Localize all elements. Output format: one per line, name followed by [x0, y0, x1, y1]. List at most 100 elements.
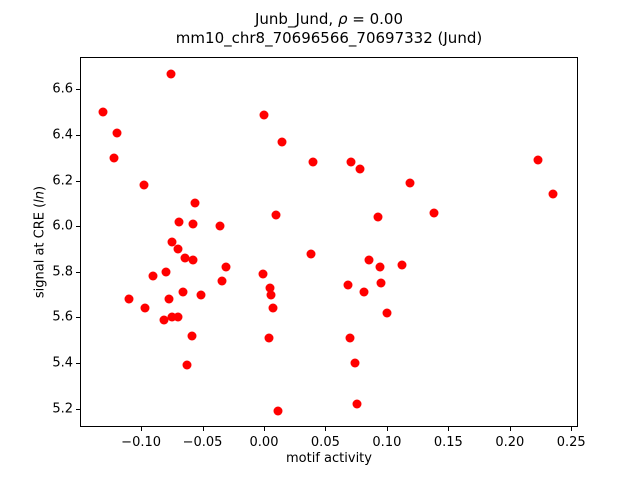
y-tick-mark [76, 271, 80, 273]
x-axis-label-text: motif activity [286, 451, 372, 466]
scatter-point [265, 283, 275, 293]
scatter-point [196, 290, 206, 300]
scatter-point [343, 280, 353, 290]
x-tick-label: −0.10 [121, 435, 162, 450]
scatter-point [308, 157, 318, 167]
y-tick-mark [76, 226, 80, 228]
x-axis-label: motif activity [80, 451, 578, 466]
x-tick-label: 0.05 [310, 435, 340, 450]
scatter-point [221, 262, 231, 272]
scatter-point [164, 294, 174, 304]
scatter-point [159, 315, 169, 325]
scatter-point [258, 269, 268, 279]
y-tick-mark [76, 180, 80, 182]
axes-frame [80, 57, 578, 427]
scatter-point [375, 262, 384, 272]
x-tick-mark [264, 427, 265, 431]
scatter-point [271, 210, 281, 220]
scatter-point [148, 271, 158, 281]
scatter-point [259, 110, 269, 119]
scatter-point [306, 249, 316, 258]
x-tick-label: 0.00 [249, 435, 279, 450]
scatter-point [215, 221, 225, 231]
x-tick-label: 0.25 [556, 435, 586, 450]
y-tick-label: 5.2 [52, 401, 73, 416]
y-axis-label-prefix: signal at CRE ( [32, 202, 48, 299]
scatter-point [112, 128, 121, 138]
scatter-point [429, 208, 439, 217]
scatter-point [277, 137, 287, 147]
y-tick-label: 6.0 [52, 218, 73, 234]
scatter-point [268, 303, 278, 313]
scatter-point [167, 237, 177, 247]
scatter-point [188, 255, 198, 265]
y-tick-mark [76, 89, 80, 91]
x-tick-label: 0.10 [372, 435, 402, 450]
scatter-point [166, 69, 176, 78]
scatter-point [98, 107, 108, 117]
x-tick-label: −0.05 [182, 435, 223, 450]
y-tick-mark [76, 135, 80, 136]
scatter-point [352, 399, 362, 409]
scatter-point [178, 287, 188, 297]
scatter-point [174, 217, 184, 227]
title-rho-symbol: ρ [337, 10, 348, 28]
x-tick-label: 0.15 [433, 435, 463, 450]
scatter-point [180, 253, 190, 263]
scatter-point [364, 255, 373, 265]
scatter-point [373, 212, 383, 222]
x-tick-mark [386, 427, 388, 431]
y-axis-label: signal at CRE (ln) [33, 186, 48, 298]
x-tick-mark [202, 427, 204, 431]
x-tick-mark [325, 427, 327, 431]
scatter-point [346, 157, 356, 167]
scatter-point [124, 294, 134, 304]
title-correlation-value: = 0.00 [347, 10, 403, 28]
title-text-prefix: Junb_Jund, [254, 10, 338, 28]
scatter-point [533, 155, 543, 165]
plot-title-line1: Junb_Jund, ρ = 0.00 [80, 10, 578, 29]
scatter-point [376, 278, 386, 288]
scatter-point [217, 276, 227, 286]
x-tick-mark [141, 427, 143, 431]
scatter-point [355, 164, 365, 174]
scatter-point [140, 303, 150, 313]
scatter-point [188, 219, 198, 229]
y-tick-label: 5.4 [52, 355, 73, 371]
x-tick-mark [509, 427, 511, 431]
y-tick-label: 5.8 [52, 264, 73, 280]
scatter-point [173, 244, 183, 254]
scatter-point [405, 178, 415, 188]
y-tick-label: 6.4 [52, 127, 73, 143]
scatter-point [139, 180, 148, 190]
scatter-point [382, 308, 392, 318]
scatter-point [359, 287, 368, 297]
scatter-point [190, 198, 200, 208]
y-tick-label: 6.2 [52, 173, 73, 189]
scatter-point [350, 358, 360, 368]
y-axis-label-suffix: ) [32, 185, 48, 191]
plot-subtitle-region-id: mm10_chr8_70696566_70697332 (Jund) [175, 29, 483, 47]
scatter-point [161, 267, 171, 277]
x-tick-label: 0.20 [495, 435, 525, 450]
y-tick-mark [76, 317, 80, 319]
scatter-point [397, 260, 407, 270]
scatter-point [548, 189, 558, 199]
scatter-point [266, 290, 276, 300]
plot-title: Junb_Jund, ρ = 0.00 mm10_chr8_70696566_7… [80, 10, 578, 48]
x-tick-mark [448, 427, 450, 431]
scatter-point [345, 333, 355, 343]
y-tick-mark [76, 408, 80, 410]
scatter-point [187, 331, 196, 341]
y-axis-label-ln: ln [32, 190, 48, 203]
scatter-point [273, 406, 282, 416]
y-tick-mark [76, 362, 80, 364]
x-tick-mark [571, 427, 573, 431]
y-tick-label: 5.6 [52, 309, 73, 325]
scatter-point [182, 360, 192, 370]
scatter-point [167, 312, 177, 322]
y-tick-label: 6.6 [52, 81, 73, 97]
scatter-point [173, 312, 183, 322]
scatter-point [109, 153, 119, 163]
